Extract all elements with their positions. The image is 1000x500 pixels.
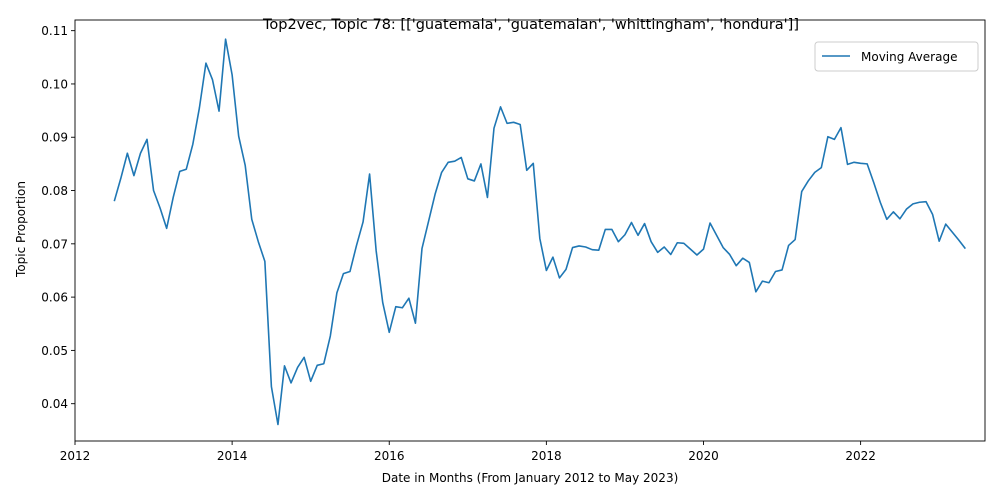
y-tick-label: 0.09	[41, 131, 68, 145]
y-tick-label: 0.07	[41, 237, 68, 251]
axes-frame	[74, 19, 986, 442]
x-tick-label: 2020	[688, 449, 719, 463]
y-tick-label: 0.04	[41, 397, 68, 411]
series-line-0	[113, 38, 966, 426]
y-axis: 0.04 0.05 0.06 0.07 0.08 0.09 0.10 0.11	[41, 24, 75, 411]
legend: Moving Average	[814, 41, 979, 72]
x-axis-label: Date in Months (From January 2012 to May…	[382, 471, 679, 485]
plot-area	[113, 38, 966, 426]
chart-title: Top2vec, Topic 78: [['guatemala', 'guate…	[262, 17, 799, 33]
y-tick-label: 0.11	[41, 24, 68, 38]
x-tick-label: 2018	[531, 449, 562, 463]
x-tick-label: 2016	[374, 449, 405, 463]
y-tick-label: 0.08	[41, 184, 68, 198]
x-tick-label: 2014	[217, 449, 248, 463]
y-tick-label: 0.10	[41, 77, 68, 91]
x-axis: 2012 2014 2016 2018 2020 2022	[60, 441, 876, 463]
legend-label: Moving Average	[861, 50, 957, 64]
x-tick-label: 2022	[845, 449, 876, 463]
x-tick-label: 2012	[60, 449, 91, 463]
y-tick-label: 0.06	[41, 291, 68, 305]
legend-box	[814, 41, 979, 72]
y-tick-label: 0.05	[41, 344, 68, 358]
y-axis-label: Topic Proportion	[14, 181, 28, 278]
